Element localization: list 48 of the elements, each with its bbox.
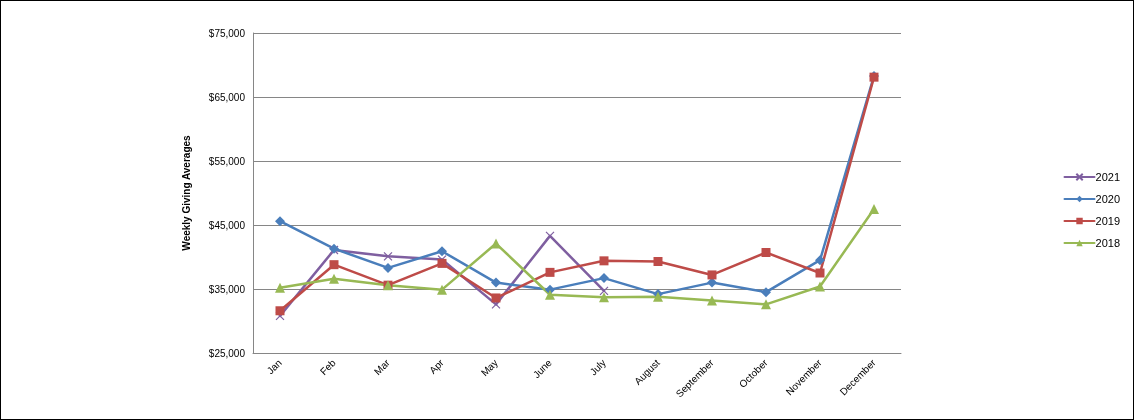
point — [329, 273, 339, 284]
point — [815, 268, 825, 278]
point — [599, 286, 609, 296]
point — [545, 231, 555, 241]
point — [437, 258, 447, 268]
y-tick-label: $25,000 — [208, 347, 246, 359]
x-tick-label: July — [587, 357, 608, 378]
point — [383, 251, 393, 261]
x-tick-label: May — [478, 357, 500, 379]
point — [437, 284, 447, 295]
y-tick-label: $55,000 — [208, 155, 246, 167]
point — [653, 256, 663, 266]
y-tick-label: $35,000 — [208, 283, 246, 295]
point — [437, 246, 447, 257]
point — [599, 256, 609, 266]
point — [599, 273, 609, 284]
point — [491, 238, 501, 249]
y-tick-label: $75,000 — [208, 27, 246, 39]
point — [329, 260, 339, 270]
point — [599, 292, 609, 303]
x-tick-label: Apr — [427, 356, 447, 376]
point — [707, 270, 717, 280]
point — [383, 262, 393, 273]
point — [707, 295, 717, 306]
x-tick-label: June — [530, 356, 555, 381]
point — [275, 306, 285, 316]
point — [275, 282, 285, 293]
point — [815, 255, 825, 266]
point — [491, 293, 501, 303]
x-tick-label: Mar — [371, 356, 393, 378]
point — [869, 204, 879, 214]
point — [761, 248, 771, 258]
x-tick-label: Feb — [317, 356, 339, 378]
legend-label: 2020 — [1095, 193, 1121, 205]
x-tick-label: Jan — [264, 357, 284, 377]
point — [491, 277, 501, 288]
legend-label: 2018 — [1095, 237, 1121, 249]
y-axis-title: Weekly Giving Averages — [180, 134, 192, 251]
point — [761, 287, 771, 298]
point — [275, 216, 285, 227]
y-tick-label: $65,000 — [208, 91, 246, 103]
legend-label: 2019 — [1095, 215, 1121, 227]
point — [545, 289, 555, 300]
legend-label: 2021 — [1095, 171, 1121, 183]
point — [815, 281, 825, 292]
point — [545, 267, 555, 277]
point — [761, 299, 771, 310]
y-tick-label: $45,000 — [208, 219, 246, 231]
